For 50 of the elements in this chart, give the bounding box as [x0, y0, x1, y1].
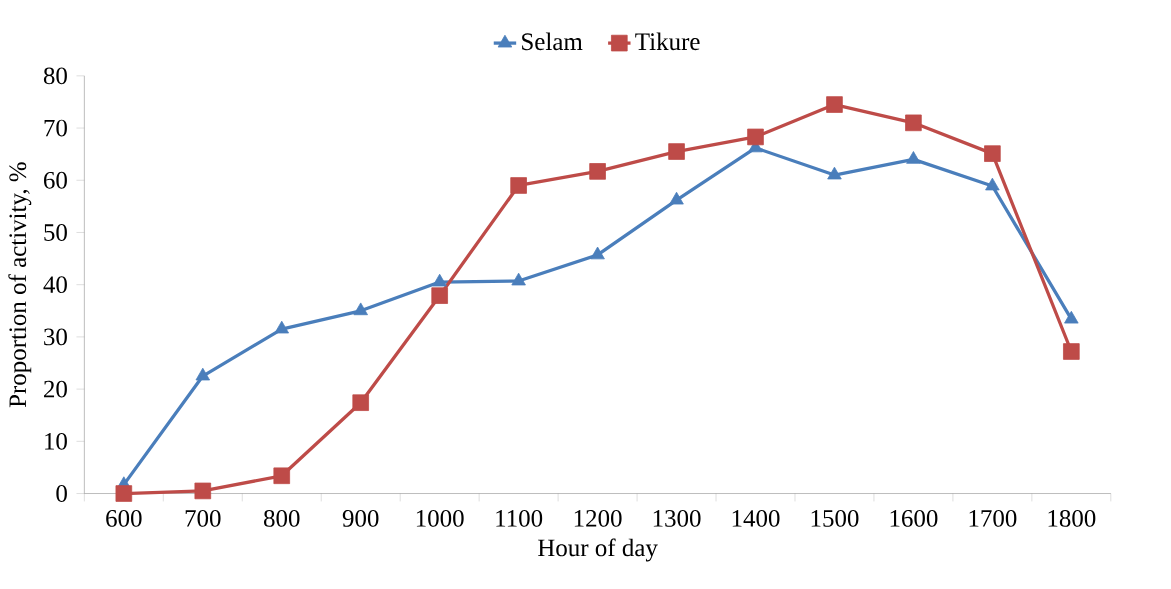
point: [273, 467, 291, 485]
y-tick-label: 50: [44, 224, 67, 241]
point: [826, 96, 843, 113]
y-tick-label: 0: [56, 485, 67, 502]
legend-label: Selam: [522, 32, 583, 51]
legend-label: Tikure: [635, 32, 700, 51]
y-tick-label: 70: [44, 119, 67, 137]
y-tick-label: 60: [44, 171, 67, 189]
x-tick-label: 1800: [1048, 509, 1096, 527]
x-tick-label: 600: [106, 509, 142, 527]
point: [432, 273, 447, 287]
point: [1063, 343, 1080, 360]
x-tick-label: 1100: [496, 509, 543, 527]
x-axis-title: Hour of day: [538, 538, 658, 562]
x-tick-label: 1500: [811, 509, 859, 527]
point: [195, 367, 211, 381]
point: [431, 287, 448, 304]
point: [353, 302, 368, 316]
point: [194, 482, 212, 500]
x-tick-label: 1400: [732, 509, 780, 527]
x-tick-label: 700: [185, 509, 221, 527]
x-tick-label: 800: [263, 509, 300, 527]
y-tick-label: 30: [44, 328, 67, 346]
point: [985, 177, 1000, 191]
x-tick-label: 1200: [574, 509, 622, 527]
point: [115, 485, 133, 502]
x-tick-label: 1600: [890, 509, 938, 527]
point: [274, 320, 289, 334]
point: [827, 166, 842, 180]
x-tick-label: 900: [342, 509, 379, 527]
x-tick-label: 1700: [969, 509, 1017, 527]
y-tick-label: 10: [45, 432, 67, 450]
y-tick-label: 20: [44, 380, 67, 398]
point: [747, 128, 764, 146]
x-tick-label: 1000: [416, 509, 464, 527]
point: [669, 191, 684, 205]
point: [906, 151, 921, 164]
point: [511, 272, 526, 286]
x-tick-label: 1300: [653, 509, 701, 527]
point: [590, 246, 605, 260]
point: [1064, 310, 1079, 324]
y-axis-title: Proportion of activity, %: [8, 162, 32, 408]
y-tick-label: 80: [43, 67, 67, 85]
point: [352, 394, 369, 411]
point: [984, 145, 1001, 162]
point: [905, 114, 922, 132]
point: [668, 143, 685, 160]
point: [510, 177, 527, 194]
point: [589, 163, 606, 180]
y-tick-label: 40: [43, 276, 67, 294]
